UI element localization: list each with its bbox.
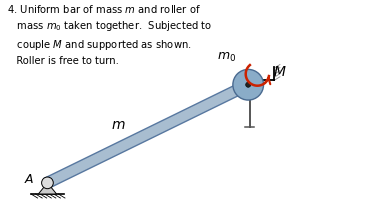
Text: 4. Uniform bar of mass $m$ and roller of
   mass $m_0$ taken together.  Subjecte: 4. Uniform bar of mass $m$ and roller of… [7,3,212,66]
Text: $M$: $M$ [273,65,286,79]
Text: $m_0$: $m_0$ [217,51,236,64]
Text: $m$: $m$ [111,118,126,132]
Text: $A$: $A$ [24,173,34,186]
Polygon shape [38,183,57,194]
Circle shape [42,177,53,189]
Polygon shape [44,80,252,187]
Circle shape [246,82,251,87]
Circle shape [233,69,264,100]
